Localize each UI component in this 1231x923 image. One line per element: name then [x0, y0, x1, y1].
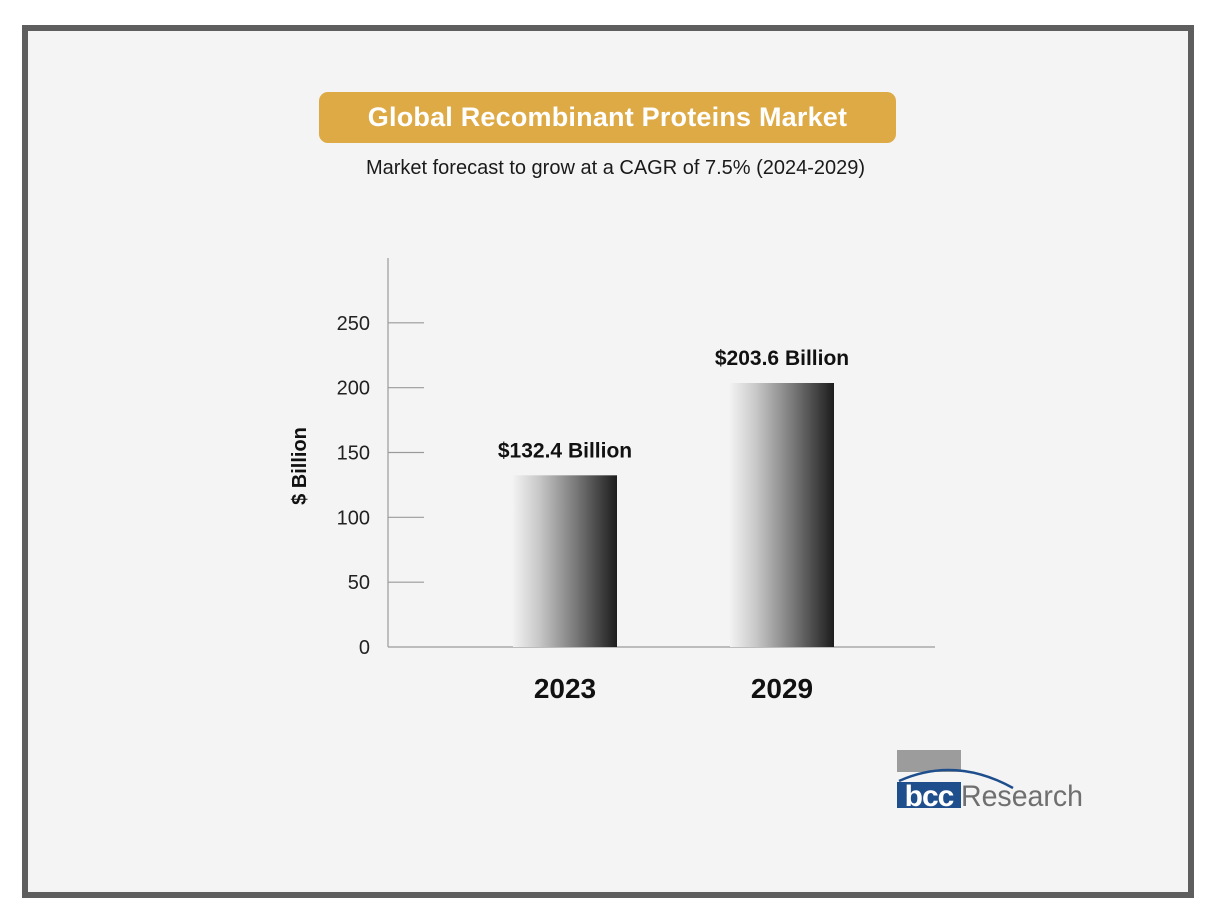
y-axis-label: $ Billion: [289, 427, 311, 505]
logo-word: Research: [961, 780, 1083, 813]
y-tick-label: 0: [359, 637, 370, 659]
data-label-2023: $132.4 Billion: [498, 439, 632, 462]
logo-blue-block: [897, 782, 961, 808]
y-tick-label: 50: [348, 572, 370, 594]
chart-subtitle: Market forecast to grow at a CAGR of 7.5…: [0, 157, 1231, 180]
bcc-research-logo: bcc Research: [897, 750, 1083, 813]
bar-2023: [513, 475, 617, 647]
y-tick-label: 100: [337, 507, 370, 529]
y-tick-label: 200: [337, 378, 370, 400]
logo-mark: bcc: [905, 780, 954, 813]
y-tick-label: 150: [337, 443, 370, 465]
chart-title: Global Recombinant Proteins Market: [319, 92, 896, 143]
data-label-2029: $203.6 Billion: [715, 347, 849, 370]
bar-2029: [730, 382, 834, 647]
chart-axes: [387, 258, 935, 648]
x-tick-label-2023: 2023: [534, 673, 596, 704]
chart-frame: [22, 25, 1194, 898]
logo-gray-block: [897, 750, 961, 772]
y-tick-label: 250: [337, 313, 370, 335]
x-tick-label-2029: 2029: [751, 673, 813, 704]
chart-subtitle-text: Market forecast to grow at a CAGR of 7.5…: [365, 157, 866, 179]
logo-swoosh: [898, 768, 1014, 790]
